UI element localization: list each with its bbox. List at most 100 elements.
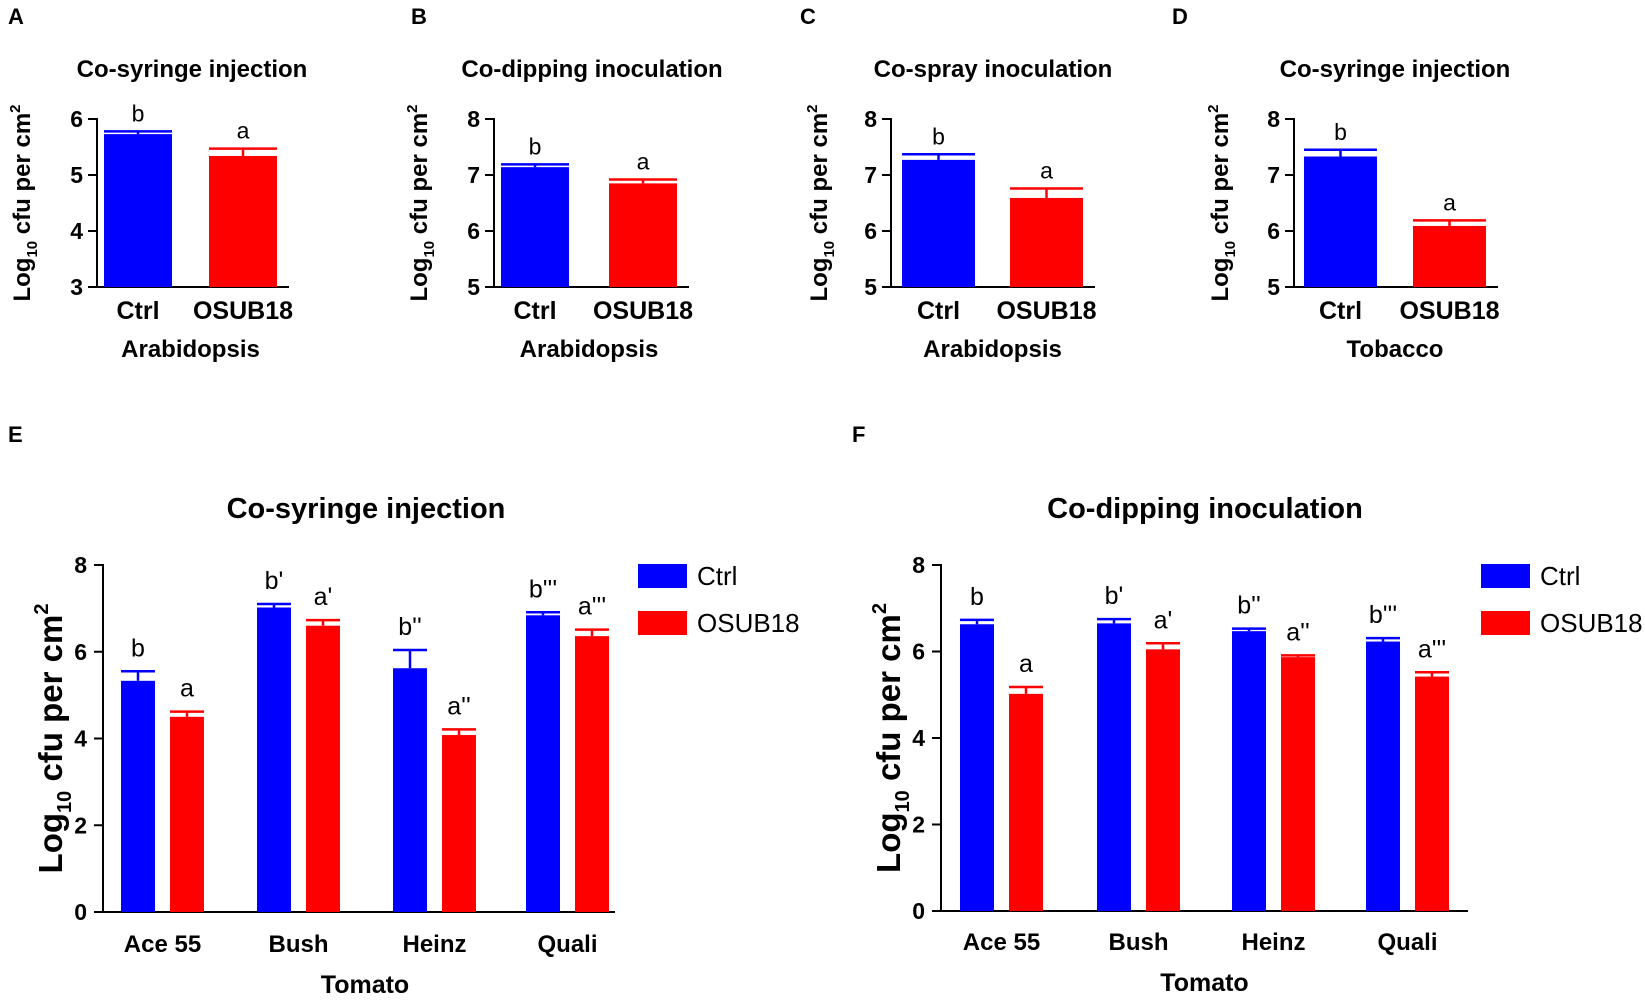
chart-title: Co-syringe injection: [77, 56, 308, 83]
y-label-main: Log: [9, 258, 36, 302]
legend-label: OSUB18: [697, 608, 800, 638]
bar-osub18: [609, 183, 677, 287]
bar-osub18: [1413, 225, 1486, 287]
y-label-main: Log: [32, 813, 69, 873]
x-axis-label: Arabidopsis: [923, 336, 1062, 363]
bar-ctrl: [902, 159, 975, 287]
y-tick-label: 5: [467, 274, 480, 300]
y-axis-label: Log10 cfu per cm2: [1205, 104, 1239, 301]
y-tick-label: 4: [70, 218, 83, 244]
x-category-label: Quali: [537, 931, 597, 958]
legend-swatch-ctrl: [638, 564, 687, 588]
y-label-superscript: 2: [31, 604, 53, 615]
x-axis-label: Arabidopsis: [520, 336, 659, 363]
x-category-label: Bush: [269, 931, 329, 958]
y-label-rest: cfu per cm: [32, 615, 69, 791]
bar-osub18: [575, 636, 609, 912]
y-label-rest: cfu per cm: [870, 614, 907, 790]
y-tick-label: 0: [912, 898, 925, 924]
y-axis-label: Log10 cfu per cm2: [31, 604, 76, 874]
y-tick-label: 5: [864, 274, 877, 300]
x-category-label: Heinz: [402, 931, 466, 958]
y-tick-label: 5: [70, 162, 83, 188]
y-label-rest: cfu per cm: [806, 113, 833, 241]
significance-label: a: [237, 118, 250, 144]
bar-ctrl: [104, 134, 172, 287]
significance-label: a': [314, 583, 333, 611]
significance-label: b: [970, 583, 984, 611]
panel-letter: C: [800, 4, 816, 29]
bar-osub18: [1010, 197, 1083, 287]
y-tick-label: 8: [467, 106, 480, 132]
significance-label: b'': [398, 613, 421, 641]
x-category-label: Bush: [1109, 929, 1169, 956]
y-tick-label: 2: [74, 812, 87, 838]
y-tick-label: 6: [1267, 218, 1280, 244]
y-axis-label: Log10 cfu per cm2: [804, 104, 838, 301]
y-tick-label: 8: [864, 106, 877, 132]
legend-swatch-osub18: [1481, 611, 1530, 635]
x-axis-label: Tomato: [321, 971, 409, 999]
y-tick-label: 7: [1267, 162, 1280, 188]
bar-osub18: [306, 625, 340, 912]
bar-ctrl: [501, 167, 569, 287]
significance-label: b: [932, 123, 945, 149]
significance-label: a: [1040, 157, 1053, 183]
y-label-main: Log: [406, 258, 433, 302]
bar-osub18: [1281, 657, 1315, 911]
bar-ctrl: [1097, 623, 1131, 911]
y-tick-label: 5: [1267, 274, 1280, 300]
bar-ctrl: [1366, 641, 1400, 911]
y-tick-label: 6: [912, 639, 925, 665]
y-label-subscript: 10: [1222, 241, 1239, 258]
y-label-main: Log: [870, 812, 907, 872]
significance-label: a': [1154, 606, 1173, 634]
y-label-subscript: 10: [24, 241, 41, 258]
y-label-subscript: 10: [54, 791, 76, 813]
bar-osub18: [209, 155, 277, 287]
y-tick-label: 4: [74, 726, 87, 752]
x-axis-label: Arabidopsis: [121, 336, 260, 363]
y-label-main: Log: [1207, 258, 1234, 302]
panel-letter: A: [8, 4, 24, 29]
bar-ctrl: [1232, 631, 1266, 911]
bar-ctrl: [1304, 156, 1377, 287]
y-label-superscript: 2: [1205, 104, 1222, 112]
significance-label: b: [132, 100, 145, 126]
x-category-label: Ctrl: [1319, 297, 1362, 325]
y-label-superscript: 2: [7, 104, 24, 112]
x-category-label: OSUB18: [1399, 297, 1499, 325]
y-label-subscript: 10: [892, 790, 914, 812]
significance-label: b': [265, 567, 284, 595]
panel-letter: F: [852, 422, 865, 447]
y-tick-label: 6: [74, 639, 87, 665]
significance-label: a: [1443, 189, 1456, 215]
significance-label: b: [131, 634, 145, 662]
significance-label: a''': [1418, 635, 1446, 663]
y-tick-label: 2: [912, 812, 925, 838]
x-category-label: OSUB18: [593, 297, 693, 325]
bar-ctrl: [960, 624, 994, 911]
bar-osub18: [170, 716, 204, 912]
x-category-label: Ctrl: [513, 297, 556, 325]
bar-osub18: [1009, 693, 1043, 911]
y-label-subscript: 10: [821, 241, 838, 258]
bar-osub18: [1415, 676, 1449, 911]
y-axis-label: Log10 cfu per cm2: [404, 104, 438, 301]
chart-title: Co-syringe injection: [1280, 56, 1511, 83]
chart-title: Co-syringe injection: [227, 493, 506, 525]
bar-osub18: [442, 735, 476, 912]
legend-swatch-ctrl: [1481, 564, 1530, 588]
y-tick-label: 6: [70, 106, 83, 132]
significance-label: b: [1334, 119, 1347, 145]
x-category-label: Ctrl: [917, 297, 960, 325]
significance-label: a''': [578, 593, 606, 621]
chart-title: Co-dipping inoculation: [1047, 493, 1363, 525]
x-category-label: OSUB18: [996, 297, 1096, 325]
bar-ctrl: [393, 668, 427, 912]
significance-label: a'': [1286, 618, 1309, 646]
y-tick-label: 7: [467, 162, 480, 188]
panel-letter: B: [411, 4, 427, 29]
y-label-rest: cfu per cm: [9, 113, 36, 241]
